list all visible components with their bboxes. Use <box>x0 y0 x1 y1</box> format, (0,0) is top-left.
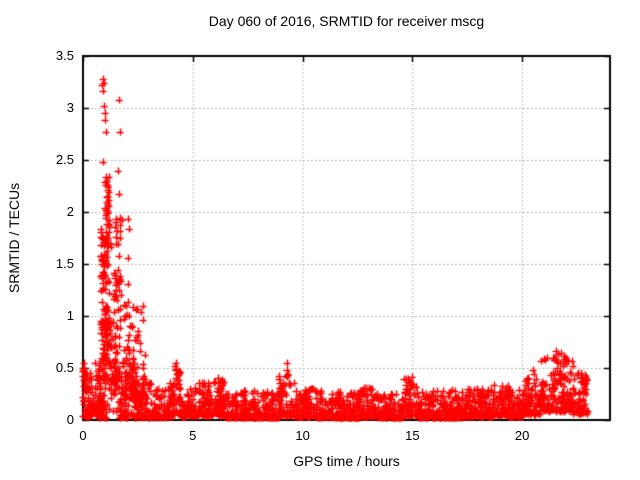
x-tick-label: 5 <box>189 428 197 443</box>
y-tick-label: 1 <box>66 308 74 323</box>
x-tick-label: 0 <box>79 428 87 443</box>
y-tick-label: 3 <box>66 100 74 115</box>
chart-title: Day 060 of 2016, SRMTID for receiver msc… <box>208 13 485 29</box>
y-tick-label: 2.5 <box>55 152 74 167</box>
y-tick-label: 0.5 <box>55 360 74 375</box>
y-tick-label: 1.5 <box>55 256 74 271</box>
x-tick-label: 20 <box>514 428 530 443</box>
y-tick-label: 2 <box>66 204 74 219</box>
y-axis-title-text: SRMTID / TECUs <box>6 182 22 294</box>
x-axis-title: GPS time / hours <box>293 453 400 469</box>
x-tick-label: 15 <box>405 428 420 443</box>
y-tick-label: 0 <box>66 412 74 427</box>
x-tick-label: 10 <box>295 428 310 443</box>
y-tick-label: 3.5 <box>55 48 74 63</box>
